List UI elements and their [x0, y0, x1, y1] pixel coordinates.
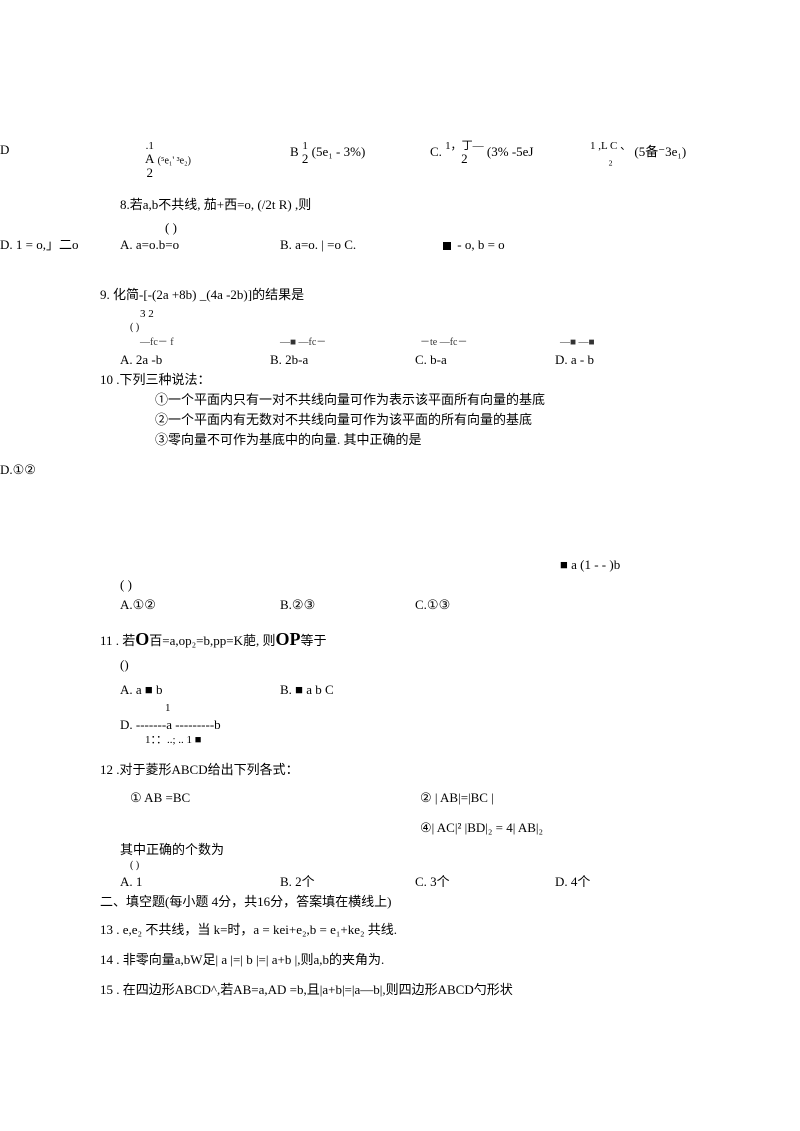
q7-opt-c: C. 1，丁—2 (3% -5eJ [430, 140, 534, 166]
q11-opt-b: B. ■ a b C [280, 680, 334, 701]
q12-opt-c: C. 3个 [415, 872, 450, 893]
q7-opt-d: 1 ,L C 、₂ (5备⁻3e₁) [590, 140, 686, 166]
q12-s1: ① AB =BC [130, 788, 190, 809]
q10-extra: ■ a (1 - - )b [560, 555, 620, 576]
q10-s1: ①一个平面内只有一对不共线向量可作为表示该平面所有向量的基底 [0, 390, 800, 411]
q10-opt-c: C.①③ [415, 595, 450, 616]
q9-opt-d: D. a - b [555, 350, 594, 371]
q12-stem: 12 .对于菱形ABCD给出下列各式： [0, 760, 800, 781]
q9-b-top: —■ —fc－ [280, 335, 326, 351]
big-op-icon: OP [275, 629, 300, 649]
q12-opt-b: B. 2个 [280, 872, 315, 893]
q11-paren: () [0, 655, 800, 676]
q10-opt-a: A.①② [120, 595, 156, 616]
q15: 15 . 在四边形ABCD^,若AB=a,AD =b,且|a+b|=|a—b|,… [0, 980, 800, 1001]
big-o-icon: O [135, 629, 149, 649]
q8-opt-a: A. a=o.b=o [120, 235, 179, 256]
q11-opt-a: A. a ■ b [120, 680, 163, 701]
q9-opt-c: C. b-a [415, 350, 447, 371]
q10-s3: ③零向量不可作为基底中的向量. 其中正确的是 [0, 430, 800, 451]
q10-left-d: D.①② [0, 460, 36, 481]
q12-opt-d: D. 4个 [555, 872, 590, 893]
q9-opt-a: A. 2a -b [120, 350, 162, 371]
section2-title: 二、填空题(每小题 4分，共16分，答案填在横线上) [0, 892, 800, 913]
q12-s3: ③ | AB - CD | = | AD BC | [130, 818, 267, 839]
q10-opt-b: B.②③ [280, 595, 315, 616]
q7-d-marker: D [0, 140, 9, 161]
q13: 13 . e,e₂ 不共线，当 k=时，a = kei+e₂,b = e₁+ke… [0, 920, 800, 941]
q8-stem: 8.若a,b不共线, 茄+西=o, (/2t R) ,则 [0, 195, 800, 216]
q8-left-d: D. 1 = o,」二o [0, 235, 78, 256]
q9-opt-b: B. 2b-a [270, 350, 308, 371]
q7-opt-b: B 12 (5e₁ - 3%) [290, 140, 365, 166]
q12-opt-a: A. 1 [120, 872, 142, 893]
q12-s4: ④| AC|² |BD|₂ = 4| AB|₂ [420, 818, 543, 839]
q12-s2: ② | AB|=|BC | [420, 788, 494, 809]
q11-stem: 11 . 若O百=a,op₂=b,pp=K萉, 则OP等于 [0, 625, 800, 654]
q9-d-top: —■ —■ [560, 335, 595, 351]
q8-opt-c: - o, b = o [440, 235, 505, 256]
q9-c-top: －te —fc－ [420, 335, 468, 351]
q9-a-top: —fc－ f [140, 335, 174, 351]
q14: 14 . 非零向量a,bW足| a |=| b |=| a+b |,则a,b的夹… [0, 950, 800, 971]
q10-paren: ( ) [0, 575, 800, 596]
square-icon [443, 242, 451, 250]
q10-stem: 10 .下列三种说法： [0, 370, 800, 391]
q7-opt-a: .1A2 (⁵e₁' ³e₂) [145, 140, 191, 181]
q11-d-bot: 1：：..; .. 1 ■ [145, 732, 201, 750]
q8-opt-b: B. a=o. | =o C. [280, 235, 356, 256]
q9-stem: 9. 化简-[-(2a +8b) _(4a -2b)]的结果是 [0, 285, 800, 306]
q9-paren: ( ) [0, 320, 800, 336]
q10-s2: ②一个平面内有无数对不共线向量可作为该平面的所有向量的基底 [0, 410, 800, 431]
